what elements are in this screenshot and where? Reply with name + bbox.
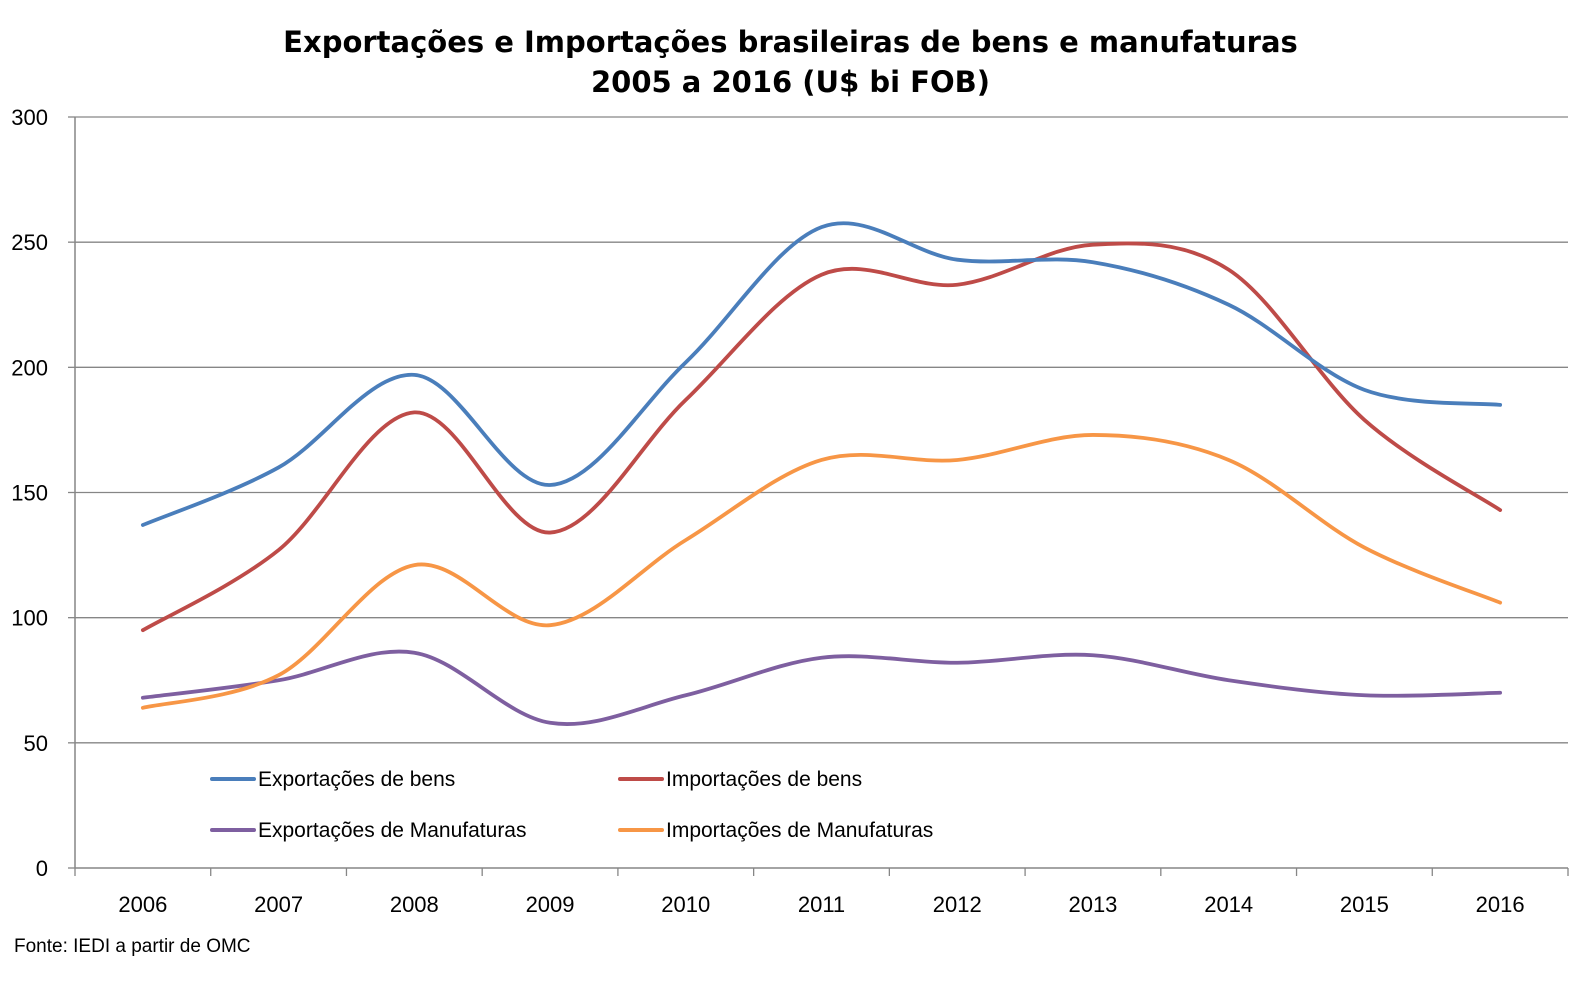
legend: Exportações de bens Importações de bens Ex… bbox=[210, 768, 933, 842]
x-tick-label: 2013 bbox=[1068, 892, 1117, 917]
y-tick-label: 200 bbox=[11, 355, 48, 380]
x-tick-label: 2016 bbox=[1476, 892, 1525, 917]
x-tick-label: 2006 bbox=[118, 892, 167, 917]
y-tick-label: 0 bbox=[36, 856, 48, 881]
series-line-importacoes-de-manufaturas bbox=[140, 433, 1503, 710]
legend-label-importacoes-de-bens: Importações de bens bbox=[666, 768, 862, 791]
x-tick-label: 2007 bbox=[254, 892, 303, 917]
y-tick-label: 100 bbox=[11, 606, 48, 631]
legend-label-exportacoes-de-bens: Exportações de bens bbox=[258, 768, 455, 791]
y-tick-label: 50 bbox=[24, 731, 48, 756]
series-line-exportacoes-de-manufaturas bbox=[140, 649, 1503, 726]
series-line-exportacoes-de-bens bbox=[140, 221, 1503, 527]
series-line-importacoes-de-bens bbox=[140, 241, 1503, 633]
chart-title-line-2: 2005 a 2016 (U$ bi FOB) bbox=[591, 65, 990, 99]
y-tick-label: 300 bbox=[11, 105, 48, 130]
chart-title: Exportações e Importações brasileiras de… bbox=[0, 22, 1581, 102]
x-tick-label: 2011 bbox=[798, 892, 845, 917]
legend-label-importacoes-de-manufaturas: Importações de Manufaturas bbox=[666, 819, 933, 842]
gridlines bbox=[75, 116, 1568, 744]
y-tick-label: 250 bbox=[11, 230, 48, 255]
legend-label-exportacoes-de-manufaturas: Exportações de Manufaturas bbox=[258, 819, 527, 842]
y-tick-label: 150 bbox=[11, 481, 48, 506]
x-tick-label: 2010 bbox=[661, 892, 710, 917]
chart-title-line-1: Exportações e Importações brasileiras de… bbox=[283, 25, 1298, 59]
x-tick-label: 2009 bbox=[526, 892, 575, 917]
x-tick-label: 2012 bbox=[933, 892, 982, 917]
axes: 0 50 100 150 200 250 300 2006 2007 2008 2009 2010 20… bbox=[11, 105, 1569, 917]
source-note: Fonte: IEDI a partir de OMC bbox=[14, 936, 251, 957]
x-tick-label: 2015 bbox=[1340, 892, 1389, 917]
x-tick-label: 2008 bbox=[390, 892, 439, 917]
series-lines bbox=[140, 221, 1503, 726]
x-tick-label: 2014 bbox=[1204, 892, 1253, 917]
